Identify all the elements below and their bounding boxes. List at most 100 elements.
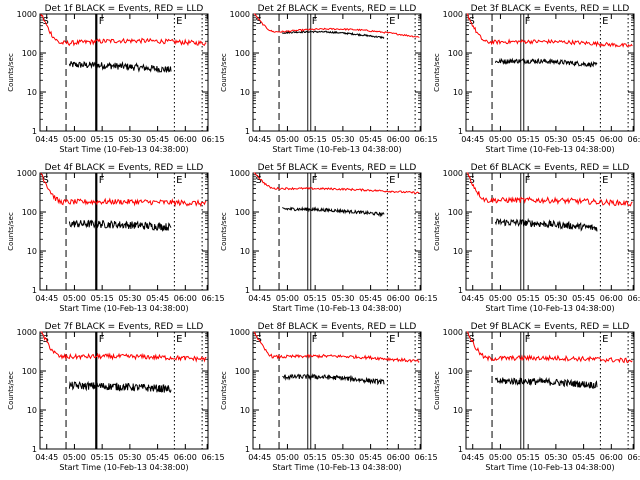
x-tick-label: 06:00 bbox=[387, 135, 410, 144]
marker-letter-e: E bbox=[389, 175, 395, 186]
events-series-line bbox=[68, 61, 172, 73]
x-tick-label: 05:15 bbox=[517, 453, 540, 462]
y-tick-label: 10 bbox=[240, 406, 250, 415]
x-tick-label: 04:45 bbox=[35, 453, 58, 462]
events-series-line bbox=[494, 217, 598, 232]
x-tick-label: 05:15 bbox=[304, 453, 327, 462]
detector-panel: Det 3f BLACK = Events, RED = LLD Counts/s… bbox=[433, 4, 640, 154]
x-axis-label: Start Time (10-Feb-13 04:38:00) bbox=[272, 463, 401, 472]
lld-series-line bbox=[466, 172, 633, 207]
marker-letter-e: E bbox=[176, 334, 182, 345]
y-tick-label: 10 bbox=[453, 406, 463, 415]
lld-series-line bbox=[253, 331, 420, 364]
y-tick-label: 100 bbox=[448, 208, 463, 217]
y-tick-label: 1 bbox=[245, 445, 250, 454]
marker-letter-e: E bbox=[389, 16, 395, 27]
y-tick-label: 10 bbox=[453, 88, 463, 97]
x-tick-label: 06:15 bbox=[415, 294, 438, 303]
marker-letter-s: S bbox=[256, 16, 262, 27]
y-tick-label: 100 bbox=[235, 208, 250, 217]
marker-letter-f: F bbox=[525, 175, 531, 186]
plot-frame bbox=[39, 172, 209, 291]
lld-series-line bbox=[40, 331, 207, 363]
x-axis-label: Start Time (10-Feb-13 04:38:00) bbox=[485, 304, 614, 313]
x-tick-label: 06:00 bbox=[600, 453, 623, 462]
x-tick-label: 06:00 bbox=[387, 294, 410, 303]
x-tick-label: 04:45 bbox=[35, 294, 58, 303]
marker-letter-s: S bbox=[43, 16, 49, 27]
events-series-line bbox=[282, 373, 385, 386]
x-tick-label: 05:30 bbox=[544, 294, 567, 303]
x-tick-label: 05:45 bbox=[146, 294, 169, 303]
panel-title: Det 9f BLACK = Events, RED = LLD bbox=[471, 322, 630, 332]
x-tick-label: 06:15 bbox=[415, 453, 438, 462]
marker-letter-s: S bbox=[469, 175, 475, 186]
x-tick-label: 06:00 bbox=[387, 453, 410, 462]
y-tick-label: 1 bbox=[32, 286, 37, 295]
y-tick-label: 1000 bbox=[17, 328, 37, 337]
y-axis-label: Counts/sec bbox=[433, 53, 441, 92]
x-tick-label: 05:30 bbox=[118, 453, 141, 462]
x-tick-label: 05:15 bbox=[91, 453, 114, 462]
y-tick-label: 1000 bbox=[230, 10, 250, 19]
events-series-line bbox=[282, 206, 385, 218]
y-tick-label: 1 bbox=[32, 445, 37, 454]
y-tick-label: 100 bbox=[22, 49, 37, 58]
x-tick-label: 05:00 bbox=[489, 135, 512, 144]
y-axis-label: Counts/sec bbox=[433, 371, 441, 410]
y-tick-label: 1 bbox=[245, 127, 250, 136]
y-tick-label: 10 bbox=[27, 247, 37, 256]
detector-panel: Det 9f BLACK = Events, RED = LLD Counts/s… bbox=[433, 322, 640, 472]
y-tick-label: 10 bbox=[240, 247, 250, 256]
x-tick-label: 05:45 bbox=[146, 453, 169, 462]
x-tick-label: 05:15 bbox=[91, 294, 114, 303]
lld-series-line bbox=[466, 13, 633, 48]
y-axis-label: Counts/sec bbox=[7, 371, 15, 410]
x-tick-label: 05:00 bbox=[489, 294, 512, 303]
detector-panel: Det 8f BLACK = Events, RED = LLD Counts/s… bbox=[220, 322, 438, 472]
x-tick-label: 05:30 bbox=[331, 453, 354, 462]
x-tick-label: 05:15 bbox=[304, 294, 327, 303]
y-tick-label: 100 bbox=[22, 367, 37, 376]
x-tick-label: 05:30 bbox=[331, 294, 354, 303]
x-tick-label: 05:30 bbox=[118, 135, 141, 144]
panel-title: Det 2f BLACK = Events, RED = LLD bbox=[258, 4, 417, 14]
x-axis-label: Start Time (10-Feb-13 04:38:00) bbox=[272, 145, 401, 154]
marker-letter-e: E bbox=[389, 334, 395, 345]
plot-frame bbox=[39, 13, 209, 132]
x-tick-label: 06:15 bbox=[202, 294, 225, 303]
marker-letter-f: F bbox=[99, 16, 105, 27]
x-tick-label: 04:45 bbox=[461, 294, 484, 303]
x-axis-label: Start Time (10-Feb-13 04:38:00) bbox=[485, 463, 614, 472]
y-axis-label: Counts/sec bbox=[220, 53, 228, 92]
y-axis-label: Counts/sec bbox=[220, 371, 228, 410]
marker-letter-f: F bbox=[525, 334, 531, 345]
x-axis-label: Start Time (10-Feb-13 04:38:00) bbox=[272, 304, 401, 313]
y-tick-label: 100 bbox=[235, 367, 250, 376]
plot-frame bbox=[465, 331, 635, 450]
x-tick-label: 06:00 bbox=[174, 453, 197, 462]
x-tick-label: 05:00 bbox=[276, 135, 299, 144]
marker-letter-f: F bbox=[312, 334, 318, 345]
detector-panel: Det 2f BLACK = Events, RED = LLD Counts/s… bbox=[220, 4, 438, 154]
x-tick-label: 05:00 bbox=[489, 453, 512, 462]
x-axis-label: Start Time (10-Feb-13 04:38:00) bbox=[59, 463, 188, 472]
y-axis-label: Counts/sec bbox=[220, 212, 228, 251]
x-tick-label: 06:00 bbox=[600, 135, 623, 144]
marker-letter-f: F bbox=[312, 175, 318, 186]
x-tick-label: 06:15 bbox=[415, 135, 438, 144]
panel-title: Det 3f BLACK = Events, RED = LLD bbox=[471, 4, 630, 14]
marker-letter-s: S bbox=[43, 175, 49, 186]
x-tick-label: 04:45 bbox=[248, 294, 271, 303]
y-tick-label: 1 bbox=[245, 286, 250, 295]
x-tick-label: 05:45 bbox=[572, 135, 595, 144]
detector-panel: Det 1f BLACK = Events, RED = LLD Counts/s… bbox=[7, 4, 225, 154]
x-tick-label: 05:45 bbox=[359, 453, 382, 462]
x-axis-label: Start Time (10-Feb-13 04:38:00) bbox=[59, 145, 188, 154]
x-tick-label: 06:15 bbox=[628, 294, 640, 303]
marker-letter-e: E bbox=[602, 334, 608, 345]
x-tick-label: 05:45 bbox=[359, 294, 382, 303]
y-tick-label: 1 bbox=[458, 286, 463, 295]
y-axis-label: Counts/sec bbox=[7, 53, 15, 92]
